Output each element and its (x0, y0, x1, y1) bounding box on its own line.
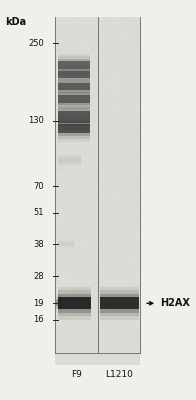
Bar (100, 309, 139, 316)
Bar (58, 118, 90, 124)
Text: 70: 70 (33, 182, 44, 190)
Bar (58, 90, 90, 92)
Bar (58, 92, 90, 95)
Bar (58, 154, 81, 158)
Bar (100, 286, 139, 297)
Bar (58, 134, 90, 136)
Bar (58, 103, 90, 110)
Bar (58, 67, 90, 71)
Bar (58, 122, 90, 133)
Bar (58, 100, 90, 111)
Text: 28: 28 (33, 272, 44, 281)
Bar (58, 69, 90, 74)
Text: 130: 130 (28, 116, 44, 125)
Bar (58, 246, 74, 248)
Bar (58, 81, 90, 83)
Bar (56, 306, 62, 312)
Text: F9: F9 (71, 370, 82, 379)
Bar (58, 69, 90, 71)
Bar (58, 71, 90, 78)
Text: L1210: L1210 (105, 370, 133, 379)
Text: H2AX: H2AX (160, 298, 190, 308)
Bar (58, 163, 81, 166)
Bar (58, 309, 91, 313)
Bar (58, 239, 74, 242)
Bar (58, 158, 81, 163)
Bar (58, 90, 90, 95)
Bar (58, 78, 90, 85)
Bar (100, 309, 139, 313)
Bar (58, 111, 90, 122)
Bar (58, 294, 91, 297)
Bar (58, 134, 90, 140)
Bar (58, 69, 90, 71)
Text: kDa: kDa (5, 17, 26, 27)
Bar (58, 104, 90, 111)
Bar (58, 297, 91, 309)
Bar (58, 134, 90, 142)
Bar (58, 290, 91, 297)
Bar (58, 156, 81, 158)
Bar (58, 120, 90, 124)
Bar (58, 309, 91, 320)
Bar (58, 114, 90, 124)
Bar (58, 78, 90, 80)
Bar (58, 90, 90, 95)
Bar (58, 54, 90, 61)
Bar (58, 103, 90, 105)
Bar (58, 122, 90, 126)
Bar (58, 163, 81, 167)
Bar (58, 56, 90, 61)
Bar (58, 95, 90, 103)
Bar (58, 309, 91, 316)
Bar (58, 122, 90, 130)
Bar (100, 297, 139, 309)
Bar (56, 300, 62, 306)
Bar (100, 294, 139, 297)
Bar (58, 69, 90, 76)
Bar (58, 155, 81, 158)
Bar (58, 107, 90, 111)
Bar (56, 298, 62, 300)
Bar (58, 77, 90, 83)
Text: 16: 16 (33, 316, 44, 324)
Bar (58, 103, 90, 108)
Bar (55, 17, 140, 365)
Bar (58, 240, 74, 242)
Bar (56, 306, 62, 308)
Bar (58, 61, 90, 69)
Bar (58, 83, 90, 90)
Bar (58, 124, 90, 134)
Bar (100, 309, 139, 320)
Bar (58, 79, 90, 83)
Text: 38: 38 (33, 240, 44, 249)
Bar (58, 163, 81, 164)
Bar (56, 297, 62, 300)
Bar (100, 290, 139, 297)
Bar (58, 58, 90, 61)
Bar (58, 246, 74, 247)
Bar (58, 90, 90, 97)
Bar (58, 65, 90, 71)
Bar (58, 286, 91, 297)
Text: 51: 51 (34, 208, 44, 217)
Bar (56, 295, 62, 300)
Bar (58, 242, 74, 246)
Text: 250: 250 (28, 38, 44, 48)
Bar (58, 78, 90, 83)
Text: 19: 19 (34, 299, 44, 308)
Bar (58, 88, 90, 95)
Bar (58, 246, 74, 249)
Bar (56, 306, 62, 310)
Bar (58, 238, 74, 242)
